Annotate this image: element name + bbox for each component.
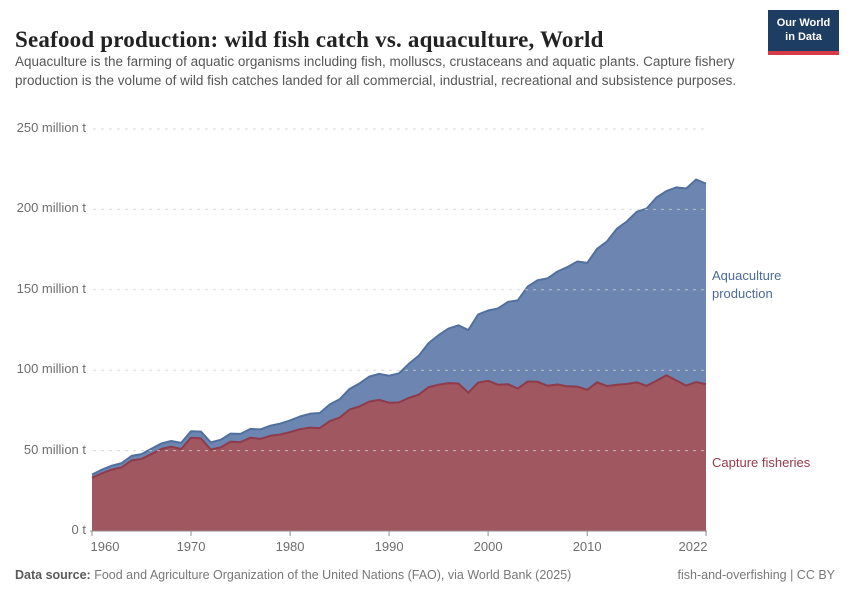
series-label-capture: Capture fisheries [712,455,811,470]
x-tick-label: 1990 [374,539,404,554]
y-tick-label: 50 million t [23,441,86,457]
data-source-text: Food and Agriculture Organization of the… [94,568,572,582]
owid-logo-line1: Our World [776,17,831,29]
capture-boundary-line [91,374,707,479]
x-tick-label: 2000 [473,539,503,554]
data-source: Data source: Food and Agriculture Organi… [15,568,571,582]
y-tick-label: 100 million t [16,361,86,377]
x-tick-label: 1970 [176,539,206,554]
total-boundary-line [91,178,707,476]
series-label-aquaculture: Aquaculture production [712,268,782,301]
y-tick-label: 250 million t [16,120,86,135]
page-title: Seafood production: wild fish catch vs. … [15,27,604,53]
y-tick-label: 200 million t [16,200,86,216]
x-tick-label: 2010 [572,539,602,554]
y-tick-label: 150 million t [16,280,86,296]
owid-logo[interactable]: Our World in Data [768,10,839,55]
x-tick-label: 1960 [90,539,120,554]
license-note[interactable]: fish-and-overfishing | CC BY [677,568,835,582]
y-tick-label: 0 t [71,522,86,537]
chart-subtitle: Aquaculture is the farming of aquatic or… [15,54,737,89]
chart-footer: Data source: Food and Agriculture Organi… [15,568,835,582]
x-tick-label: 2022 [678,539,708,554]
owid-logo-line2: in Data [785,31,822,44]
data-source-label: Data source: [15,568,91,582]
area-capture-fisheries[interactable] [92,375,706,531]
x-tick-label: 1980 [275,539,305,554]
